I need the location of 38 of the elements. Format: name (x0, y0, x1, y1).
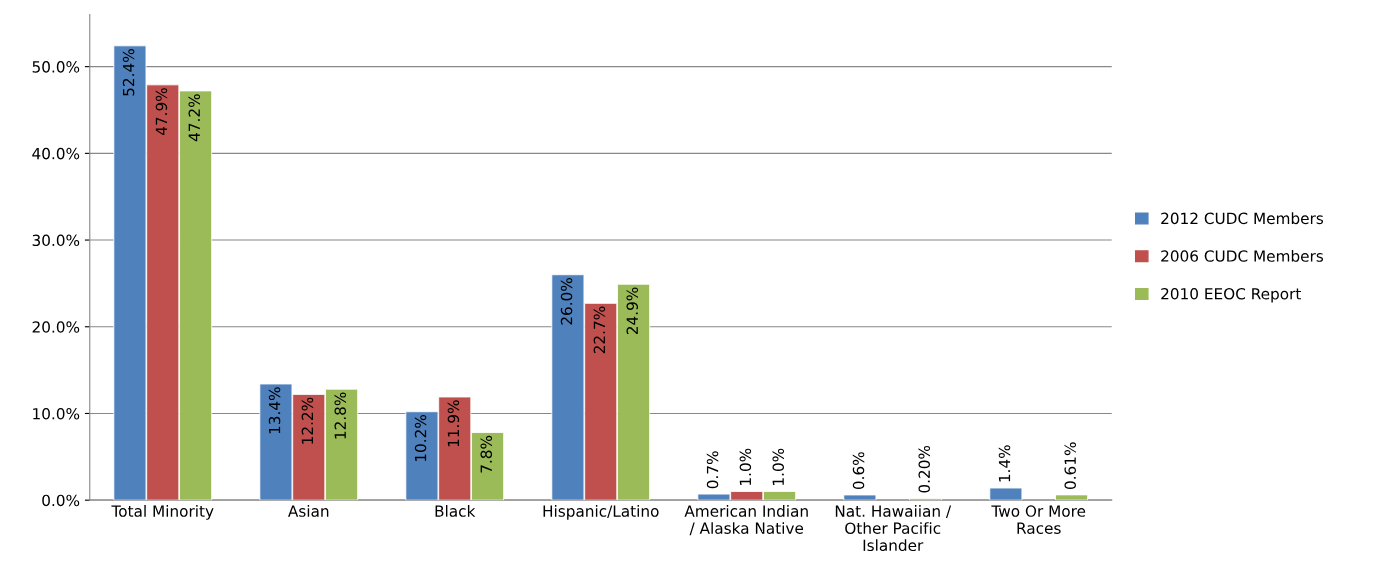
x-tick-label: Two Or More Races (991, 505, 1086, 534)
y-tick-label: 20.0% (32, 321, 80, 333)
data-label: 1.0% (739, 448, 752, 485)
data-label: 0.61% (1064, 442, 1076, 490)
legend-label: 2012 CUDC Members (1161, 212, 1324, 225)
data-label: 0.7% (706, 451, 719, 489)
data-label: 47.2% (188, 94, 201, 142)
data-label: 12.8% (334, 392, 347, 439)
x-tick-label: Hispanic/Latino (543, 505, 659, 520)
y-tick-label: 0.0% (42, 494, 80, 507)
y-tick-label: 30.0% (32, 234, 80, 247)
y-tick-label: 10.0% (33, 407, 80, 420)
data-label: 26.0% (560, 278, 573, 325)
data-label: 11.9% (447, 400, 460, 447)
data-label: 22.7% (593, 306, 606, 354)
x-tick-label: Asian (288, 505, 329, 517)
data-label: 52.4% (122, 49, 135, 96)
data-label: 0.6% (852, 452, 865, 490)
data-label: 47.9% (155, 88, 168, 136)
bar (1055, 494, 1089, 501)
data-label: 13.4% (268, 387, 281, 434)
y-tick-label: 40.0% (32, 147, 80, 160)
bar (843, 494, 877, 501)
data-label: 0.20% (918, 445, 930, 493)
bar (989, 487, 1023, 501)
y-tick-label: 50.0% (32, 61, 80, 73)
legend-label: 2006 CUDC Members (1161, 250, 1324, 262)
data-label: 1.0% (772, 448, 785, 485)
data-label: 12.2% (301, 397, 314, 444)
x-tick-label: American Indian / Alaska Native (684, 505, 808, 536)
x-tick-label: Black (435, 505, 476, 517)
legend-label: 2010 EEOC Report (1161, 287, 1301, 303)
data-label: 10.2% (414, 415, 427, 462)
x-tick-label: Total Minority (111, 505, 214, 520)
data-label: 7.8% (480, 435, 493, 473)
data-label: 1.4% (998, 445, 1011, 482)
x-tick-label: Nat. Hawaiian / Other Pacific Islander (835, 505, 952, 552)
data-label: 24.9% (626, 287, 639, 335)
